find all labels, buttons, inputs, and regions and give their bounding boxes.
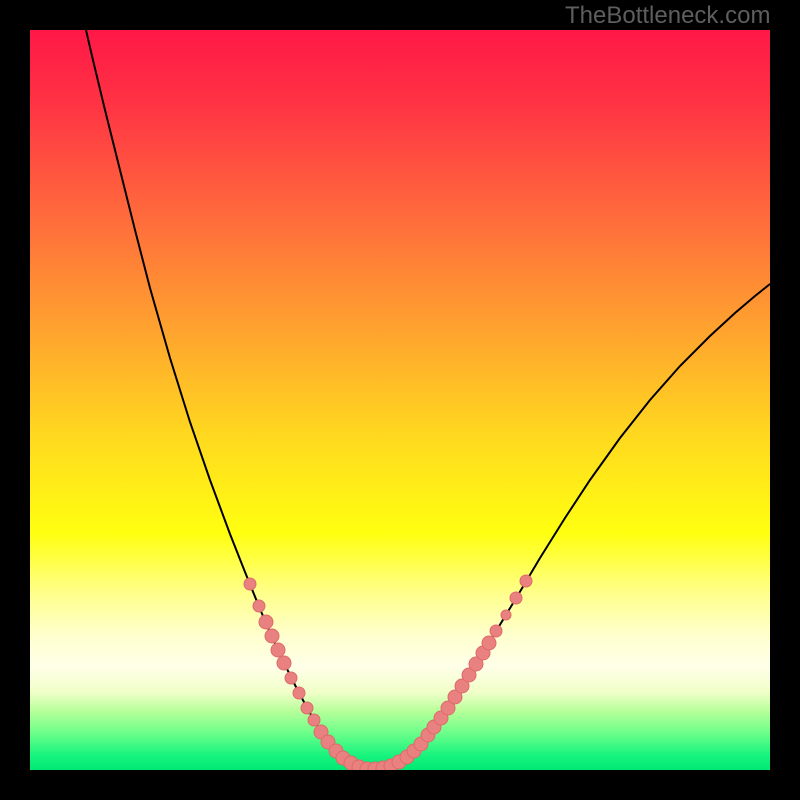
- chart-container: TheBottleneck.com: [0, 0, 800, 800]
- data-marker: [259, 615, 273, 629]
- data-marker: [308, 714, 320, 726]
- plot-area: [30, 30, 770, 770]
- data-marker: [277, 656, 291, 670]
- data-marker: [482, 636, 496, 650]
- gradient-background: [30, 30, 770, 770]
- attribution-label: TheBottleneck.com: [565, 2, 770, 30]
- data-marker: [501, 610, 511, 620]
- data-marker: [271, 643, 285, 657]
- data-marker: [293, 687, 305, 699]
- data-marker: [490, 625, 502, 637]
- data-marker: [520, 575, 532, 587]
- data-marker: [253, 600, 265, 612]
- data-marker: [244, 578, 256, 590]
- data-marker: [265, 629, 279, 643]
- data-marker: [301, 702, 313, 714]
- data-marker: [510, 592, 522, 604]
- data-marker: [285, 672, 297, 684]
